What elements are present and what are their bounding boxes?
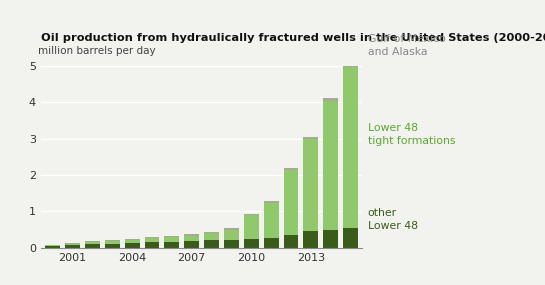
Bar <box>45 246 60 248</box>
Bar <box>264 201 278 203</box>
Bar <box>304 137 318 139</box>
Bar <box>283 170 299 235</box>
Bar <box>323 230 338 248</box>
Bar <box>65 244 80 245</box>
Bar <box>264 203 278 239</box>
Bar <box>304 231 318 248</box>
Bar <box>224 240 239 248</box>
Bar <box>144 237 160 239</box>
Bar <box>85 241 100 242</box>
Text: million barrels per day: million barrels per day <box>38 46 155 56</box>
Text: other
Lower 48: other Lower 48 <box>368 208 418 231</box>
Bar <box>244 239 259 248</box>
Bar <box>224 228 239 230</box>
Bar <box>204 233 219 240</box>
Bar <box>65 245 80 248</box>
Bar <box>323 101 338 230</box>
Bar <box>304 139 318 231</box>
Bar <box>105 244 120 248</box>
Bar <box>65 243 80 244</box>
Bar <box>343 228 358 248</box>
Bar <box>144 239 160 242</box>
Bar <box>204 231 219 233</box>
Bar <box>283 168 299 170</box>
Bar <box>264 239 278 248</box>
Bar <box>125 240 140 243</box>
Bar <box>105 240 120 241</box>
Bar <box>343 67 358 228</box>
Bar <box>343 63 358 67</box>
Bar <box>125 239 140 240</box>
Bar <box>125 243 140 248</box>
Bar <box>244 215 259 239</box>
Bar <box>204 240 219 248</box>
Text: Lower 48
tight formations: Lower 48 tight formations <box>368 123 456 146</box>
Bar <box>184 241 199 248</box>
Bar <box>144 242 160 248</box>
Bar <box>323 98 338 101</box>
Bar <box>45 245 60 246</box>
Bar <box>105 241 120 244</box>
Bar <box>165 236 179 237</box>
Bar <box>85 244 100 248</box>
Bar <box>244 214 259 215</box>
Bar <box>85 242 100 244</box>
Bar <box>165 242 179 248</box>
Bar <box>224 230 239 240</box>
Text: Gulf of Mexico
and Alaska: Gulf of Mexico and Alaska <box>368 34 446 57</box>
Bar <box>184 235 199 241</box>
Text: Oil production from hydraulically fractured wells in the United States (2000-201: Oil production from hydraulically fractu… <box>41 32 545 42</box>
Bar <box>165 237 179 242</box>
Bar <box>283 235 299 248</box>
